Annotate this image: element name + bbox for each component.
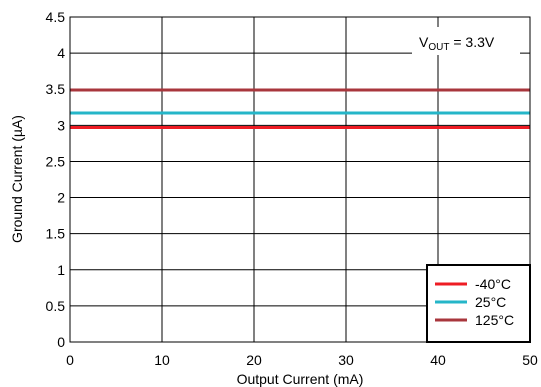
vout-annotation-background [412, 27, 520, 55]
y-tick-label: 3.5 [46, 81, 66, 97]
vout-annotation-subscript: OUT [428, 42, 449, 53]
vout-annotation: VOUT = 3.3V [412, 27, 520, 55]
y-tick-label: 2 [57, 190, 65, 206]
y-tick-label: 4 [57, 45, 65, 61]
y-tick-label: 0.5 [46, 298, 66, 314]
y-tick-label: 1 [57, 262, 65, 278]
legend-box [426, 264, 531, 343]
vout-annotation-main: V [419, 34, 429, 50]
y-tick-label: 3 [57, 117, 65, 133]
x-axis-title: Output Current (mA) [237, 371, 364, 387]
vout-annotation-value: = 3.3V [449, 34, 494, 50]
y-tick-label: 1.5 [46, 226, 66, 242]
x-tick-label: 10 [154, 352, 170, 368]
legend-label: 125°C [475, 312, 514, 328]
series-lines [70, 88, 530, 129]
x-tick-label: 50 [522, 352, 538, 368]
x-tick-labels: 0 10 20 30 40 50 [66, 352, 538, 368]
y-tick-label: 2.5 [46, 153, 66, 169]
legend: -40°C 25°C 125°C [426, 264, 531, 343]
legend-items: -40°C 25°C 125°C [435, 276, 514, 328]
plot-frame [69, 16, 531, 343]
legend-label: 25°C [475, 294, 506, 310]
vout-annotation-label: VOUT = 3.3V [419, 34, 495, 53]
y-tick-label: 4.5 [46, 9, 66, 25]
y-tick-labels: 0 0.5 1 1.5 2 2.5 3 3.5 4 4.5 [46, 9, 66, 350]
y-axis-title: Ground Current (µA) [9, 115, 25, 243]
x-tick-label: 30 [338, 352, 354, 368]
legend-label: -40°C [475, 276, 511, 292]
x-tick-label: 40 [430, 352, 446, 368]
x-tick-label: 20 [246, 352, 262, 368]
y-tick-label: 0 [57, 334, 65, 350]
x-tick-label: 0 [66, 352, 74, 368]
